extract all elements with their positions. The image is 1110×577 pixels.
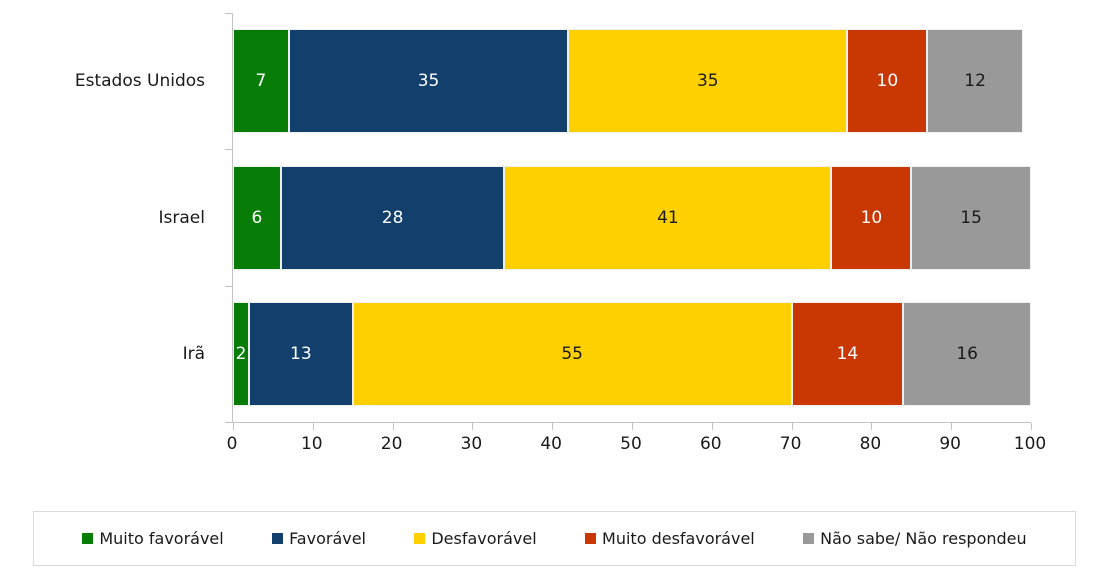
- bar-value-label: 7: [255, 71, 267, 92]
- bar-value-label: 10: [876, 71, 899, 92]
- bar-value-label: 12: [964, 71, 986, 92]
- x-axis-tick: [233, 423, 234, 430]
- bar-segment: 16: [903, 301, 1031, 406]
- bar-segment: 12: [927, 29, 1023, 134]
- legend-item: Não sabe/ Não respondeu: [803, 529, 1027, 548]
- x-axis-tick: [312, 423, 314, 430]
- x-axis-tick-label: 40: [540, 434, 563, 454]
- bar-value-label: 35: [696, 71, 719, 92]
- bar-value-label: 35: [417, 71, 440, 92]
- y-axis-tick: [225, 285, 232, 287]
- bar-row: 6 28 41 10 15: [233, 165, 1031, 270]
- bar-value-label: 16: [956, 343, 978, 364]
- plot-area: 7 35 35 10 12 6 28 41 10 15 2 13 55 14 16: [225, 13, 1032, 430]
- bar-segment: 2: [233, 301, 249, 406]
- category-label: Estados Unidos: [74, 71, 205, 92]
- bar-row: 2 13 55 14 16: [233, 301, 1031, 406]
- bar-value-label: 55: [561, 343, 583, 364]
- bar-value-label: 41: [657, 207, 679, 228]
- category-label: Israel: [158, 207, 205, 228]
- bar-row: 7 35 35 10 12: [233, 29, 1031, 134]
- legend-item: Muito desfavorável: [585, 529, 755, 548]
- bar-segment: 41: [504, 165, 832, 270]
- bar-segment: 14: [791, 301, 904, 406]
- legend-label: Favorável: [289, 529, 366, 548]
- bar-segment: 13: [248, 301, 353, 406]
- legend-item: Desfavorável: [414, 529, 537, 548]
- bar-value-label: 13: [290, 343, 312, 364]
- legend-label: Muito favorável: [99, 529, 224, 548]
- x-axis-tick-label: 30: [460, 434, 483, 454]
- y-axis-tick: [225, 149, 232, 151]
- bar-value-label: 14: [836, 343, 859, 364]
- x-axis-tick: [632, 423, 633, 430]
- bar-value-label: 6: [251, 207, 263, 228]
- bar-value-label: 10: [860, 207, 883, 228]
- x-axis-tick-label: 60: [699, 434, 722, 454]
- y-axis-tick: [225, 422, 232, 423]
- legend-swatch-icon: [82, 533, 94, 544]
- x-axis-tick-label: 0: [226, 434, 238, 454]
- x-axis-tick: [791, 423, 793, 430]
- x-axis-tick-label: 100: [1013, 434, 1047, 454]
- x-axis-tick-label: 70: [779, 434, 802, 454]
- bar-segment: 10: [831, 165, 912, 270]
- x-axis-tick-label: 50: [620, 434, 642, 454]
- bar-segment: 15: [911, 165, 1031, 270]
- bar-segment: 10: [847, 29, 928, 134]
- legend-label: Desfavorável: [431, 529, 537, 548]
- x-axis-tick: [472, 423, 474, 430]
- legend-label: Muito desfavorável: [602, 529, 755, 548]
- bar-segment: 35: [568, 29, 848, 134]
- bar-segment: 28: [280, 165, 505, 270]
- bar-segment: 7: [233, 29, 289, 134]
- x-axis-tick: [871, 423, 873, 430]
- x-axis-tick: [711, 423, 713, 430]
- bar-value-label: 15: [960, 207, 982, 228]
- bar-segment: 55: [352, 301, 792, 406]
- x-axis-tick-label: 20: [380, 434, 403, 454]
- legend: Muito favorável Favorável Desfavorável Muit…: [33, 511, 1076, 566]
- bar-segment: 6: [233, 165, 281, 270]
- x-axis-tick-label: 10: [300, 434, 323, 454]
- bar-value-label: 28: [381, 207, 404, 228]
- y-axis-tick: [225, 13, 232, 14]
- x-axis-tick: [1031, 423, 1032, 430]
- x-axis-tick-label: 80: [859, 434, 882, 454]
- category-label: Irã: [182, 343, 205, 364]
- bar-value-label: 2: [235, 343, 247, 364]
- legend-swatch-icon: [585, 533, 597, 544]
- legend-item: Favorável: [272, 529, 366, 548]
- legend-swatch-icon: [272, 533, 284, 544]
- legend-swatch-icon: [414, 533, 426, 544]
- bar-segment: 35: [288, 29, 569, 134]
- x-axis-tick: [552, 423, 554, 430]
- x-axis-tick: [951, 423, 953, 430]
- legend-swatch-icon: [803, 533, 815, 544]
- x-axis-tick-label: 90: [939, 434, 962, 454]
- legend-item: Muito favorável: [82, 529, 224, 548]
- legend-label: Não sabe/ Não respondeu: [820, 529, 1027, 548]
- x-axis-tick: [392, 423, 394, 430]
